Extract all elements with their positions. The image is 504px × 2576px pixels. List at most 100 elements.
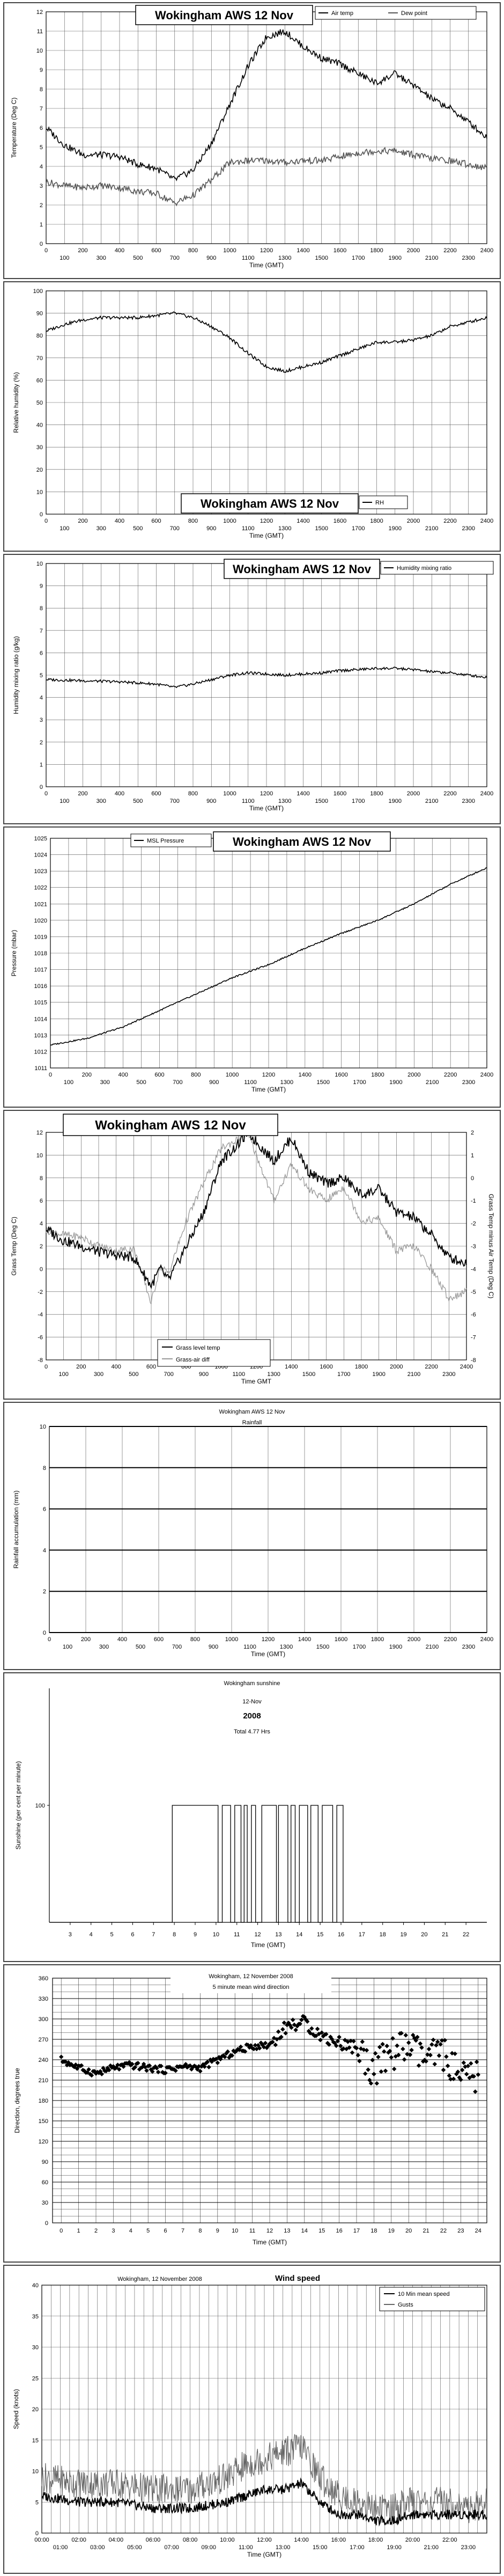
x-tick-label: 14 [296, 1931, 302, 1938]
x-tick-label: 1100 [233, 1371, 246, 1378]
chart-panel-temperature: 0 1 2 3 4 5 6 7 8 9 10 11 12 0 200 400 600 800 1000 1200 140… [3, 2, 501, 279]
y-tick-label: 40 [32, 2282, 39, 2289]
y-tick-label: 10 [32, 2469, 39, 2475]
y-tick-label: 11 [37, 28, 43, 35]
x-tick-label: 1100 [242, 798, 255, 804]
x-axis-label: Time (GMT) [251, 1086, 286, 1093]
y-tick-label: 12 [36, 1130, 43, 1136]
x-tick-label: 600 [151, 247, 161, 254]
x-tick-label: 1200 [260, 247, 273, 254]
x-tick-label: 17 [353, 2228, 360, 2234]
x-tick-label: 20:00 [405, 2537, 420, 2543]
direction-point [403, 2033, 409, 2038]
x-tick-label: 800 [191, 1072, 201, 1078]
x-tick-label: 23:00 [461, 2544, 476, 2551]
x-tick-label: 10 [213, 1931, 219, 1938]
x-tick-label: 1400 [297, 518, 309, 524]
direction-point [350, 2050, 355, 2055]
x-tick-label: 1500 [316, 1644, 329, 1650]
x-tick-label: 19 [400, 1931, 406, 1938]
y-tick-label: 300 [39, 2016, 48, 2023]
y-tick-label: 100 [33, 288, 43, 295]
x-tick-label: 800 [190, 1636, 200, 1643]
y-tick-label: 6 [40, 125, 43, 131]
x-tick-label: 100 [60, 798, 69, 804]
y-tick-label: 4 [40, 1221, 43, 1227]
x-tick-label: 10 [232, 2228, 238, 2234]
legend [380, 561, 494, 575]
x-tick-label: 900 [206, 525, 216, 532]
y-tick-label: 1016 [34, 983, 47, 990]
y-tick-label: 1021 [34, 901, 47, 908]
x-tick-label: 300 [97, 798, 106, 804]
y-tick-label: 20 [32, 2406, 39, 2413]
direction-point [435, 2039, 440, 2044]
x-tick-label: 05:00 [127, 2544, 142, 2551]
y-axis-label: Rainfall accumulation (mm) [12, 1490, 20, 1568]
direction-point [382, 2049, 387, 2054]
x-tick-label: 20 [405, 2228, 412, 2234]
direction-point [270, 2039, 275, 2045]
direction-point [351, 2039, 356, 2044]
x-tick-label: 2200 [443, 791, 456, 797]
x-axis-label: Time (GMT) [247, 2551, 281, 2558]
direction-point [206, 2065, 211, 2069]
x-tick-label: 02:00 [71, 2537, 86, 2543]
x-tick-label: 1300 [278, 798, 291, 804]
x-tick-label: 400 [117, 1636, 127, 1643]
x-tick-label: 10:00 [220, 2537, 235, 2543]
x-tick-label: 0 [45, 1364, 48, 1370]
sunshine-chart: 100 3 4 5 6 7 8 9 10 11 12 13 14 15 16 17 18 19 20 21 22 Time… [14, 1680, 487, 1949]
x-tick-label: 1100 [242, 525, 255, 532]
legend-label: Gusts [398, 2302, 413, 2308]
y-tick-label: -2 [38, 1289, 43, 1296]
x-tick-label: 1000 [223, 247, 236, 254]
chart-panel-wind-direction: 0 1 2 3 4 5 6 7 8 9 10 11 12 13 14 15 16 17 18 19 20 21 22 23 24… [3, 1964, 501, 2263]
x-tick-label: 2300 [462, 255, 475, 261]
y-tick-label: 90 [36, 311, 43, 317]
direction-point [58, 2054, 64, 2059]
chart-subtitle: 12-Nov [242, 1699, 262, 1705]
x-tick-label: 600 [154, 1072, 164, 1078]
direction-point [395, 2043, 399, 2048]
y-tick-label: 120 [39, 2139, 48, 2145]
y-tick-label: 240 [39, 2057, 48, 2063]
chart-title-box [181, 493, 359, 514]
x-tick-label: 1000 [223, 518, 236, 524]
wind-speed-chart: 0 5 10 15 20 25 30 35 40 00:00 02:00 04:00 06:00 08:0… [12, 2274, 487, 2558]
x-tick-label: 1600 [335, 1636, 347, 1643]
direction-point [384, 2044, 389, 2048]
legend-label: Dew point [401, 10, 427, 17]
y-tick-label-right: -1 [471, 1198, 476, 1204]
chart-title-box [213, 831, 391, 852]
x-tick-label: 0 [45, 791, 48, 797]
x-tick-label: 2100 [425, 255, 438, 261]
x-tick-label: 24 [475, 2228, 481, 2234]
x-tick-label: 1 [77, 2228, 80, 2234]
x-tick-label: 6 [131, 1931, 134, 1938]
direction-point [432, 2061, 438, 2067]
y-tick-label: 30 [32, 2345, 39, 2351]
x-tick-label: 800 [188, 791, 198, 797]
sunshine-total: Total 4.77 Hrs [234, 1729, 270, 1735]
direction-point [315, 2026, 320, 2031]
x-tick-label: 2000 [407, 247, 420, 254]
y-tick-label: 150 [39, 2118, 48, 2125]
x-tick-label: 04:00 [109, 2537, 124, 2543]
x-tick-label: 1800 [355, 1364, 368, 1370]
title-background [171, 1970, 331, 1993]
x-tick-label: 700 [170, 525, 180, 532]
x-tick-label: 16 [336, 2228, 342, 2234]
x-tick-label: 600 [154, 1636, 164, 1643]
direction-point [229, 2053, 235, 2058]
y-tick-label: 6 [43, 1506, 46, 1513]
y-tick-label: 10 [36, 1152, 43, 1159]
y-tick-label: 5 [40, 672, 43, 679]
y-axis-label: Direction, degrees true [13, 2068, 21, 2133]
x-tick-label: 07:00 [164, 2544, 179, 2551]
y-tick-label: 8 [43, 1465, 46, 1472]
y-tick-label: 8 [40, 86, 43, 93]
x-tick-label: 2000 [407, 791, 420, 797]
y-tick-label: -8 [38, 1357, 43, 1364]
y-tick-label: 1019 [34, 934, 47, 940]
